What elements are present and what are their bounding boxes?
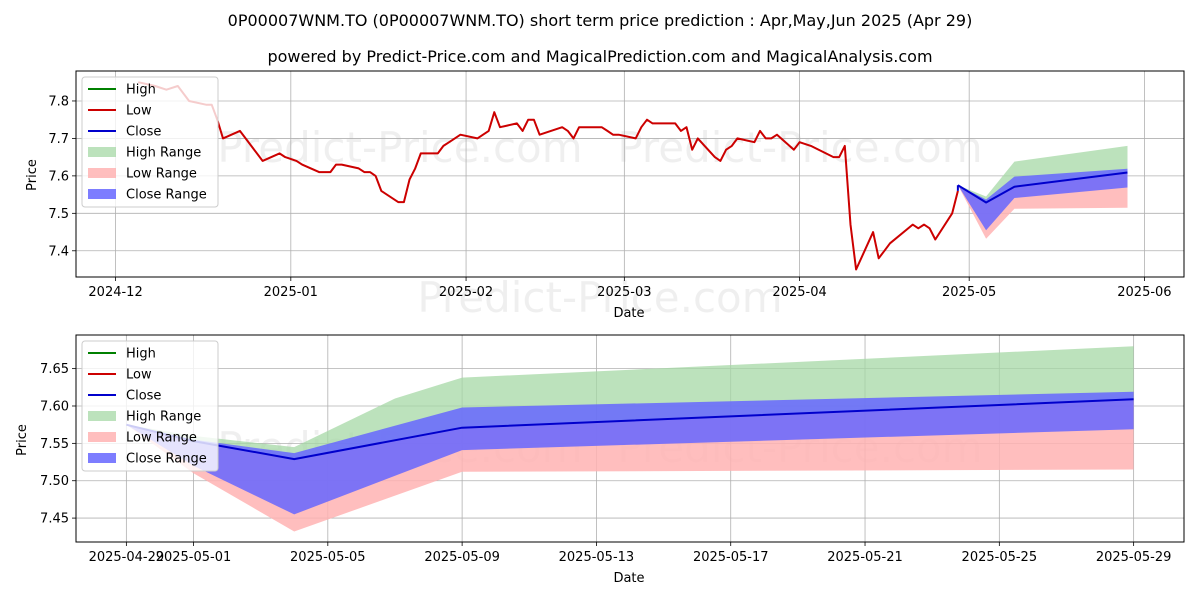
watermark-right: Predict-Price.com [617, 123, 982, 172]
watermark-center: Predict-Price.com [417, 273, 782, 322]
y-axis-label-zoom: Price [15, 424, 30, 456]
zoom-panel: Predict-Price.com Predict-Price.com Date… [15, 334, 1185, 586]
legend-label: Close Range [126, 188, 207, 203]
x-tick-label: 2025-05-09 [424, 550, 500, 565]
close-range-band [957, 168, 1128, 231]
legend-swatch [88, 168, 116, 178]
legend-label: Low [126, 104, 152, 119]
watermark-left: Predict-Price.com [217, 123, 582, 172]
plot-frame [75, 70, 1185, 278]
y-tick-label: 7.50 [40, 474, 69, 489]
chart-title: 0P00007WNM.TO (0P00007WNM.TO) short term… [228, 11, 973, 30]
x-tick-label: 2025-05-01 [156, 550, 232, 565]
y-tick-label: 7.7 [48, 132, 69, 147]
x-tick-label: 2025-05-29 [1096, 550, 1172, 565]
legend-label: Close [126, 389, 161, 404]
low-history-line [137, 81, 959, 271]
y-tick-label: 7.6 [48, 169, 69, 184]
legend-label: High Range [126, 146, 201, 161]
y-tick-label: 7.55 [40, 437, 69, 452]
legend-swatch [88, 411, 116, 421]
x-tick-label: 2025-05-13 [559, 550, 635, 565]
close-range-band [126, 391, 1134, 515]
legend-label: Close [126, 125, 161, 140]
legend-label: High Range [126, 410, 201, 425]
x-tick-label: 2025-06 [1117, 285, 1171, 300]
y-tick-label: 7.4 [48, 244, 69, 259]
x-tick-label: 2025-05-17 [693, 550, 769, 565]
x-tick-label: 2025-04-29 [89, 550, 165, 565]
x-axis-label-zoom: Date [613, 571, 644, 586]
legend-swatch [88, 189, 116, 199]
x-tick-label: 2025-03 [597, 285, 651, 300]
legend-swatch [88, 432, 116, 442]
legend-label: Low [126, 368, 152, 383]
x-tick-label: 2025-02 [439, 285, 493, 300]
x-tick-label: 2025-05 [942, 285, 996, 300]
x-tick-label: 2025-04 [772, 285, 826, 300]
y-tick-label: 7.60 [40, 399, 69, 414]
main-panel: Predict-Price.com Predict-Price.com Pred… [25, 70, 1185, 322]
x-axis-label: Date [613, 306, 644, 321]
legend-label: Low Range [126, 167, 197, 182]
legend-label: Close Range [126, 452, 207, 467]
legend-label: High [126, 347, 156, 362]
y-axis-label: Price [25, 159, 40, 191]
close-prediction-line [957, 171, 1128, 204]
x-tick-label: 2025-05-21 [827, 550, 903, 565]
legend-label: High [126, 83, 156, 98]
x-tick-label: 2025-05-05 [290, 550, 366, 565]
legend-label: Low Range [126, 431, 197, 446]
y-tick-label: 7.8 [48, 94, 69, 109]
x-tick-label: 2024-12 [88, 285, 142, 300]
chart-subtitle: powered by Predict-Price.com and Magical… [267, 47, 932, 66]
y-tick-label: 7.5 [48, 207, 69, 222]
y-tick-label: 7.45 [40, 512, 69, 527]
x-tick-label: 2025-05-25 [962, 550, 1038, 565]
plot-frame [75, 334, 1185, 543]
x-tick-label: 2025-01 [264, 285, 318, 300]
legend-swatch [88, 453, 116, 463]
legend-swatch [88, 147, 116, 157]
y-tick-label: 7.65 [40, 362, 69, 377]
